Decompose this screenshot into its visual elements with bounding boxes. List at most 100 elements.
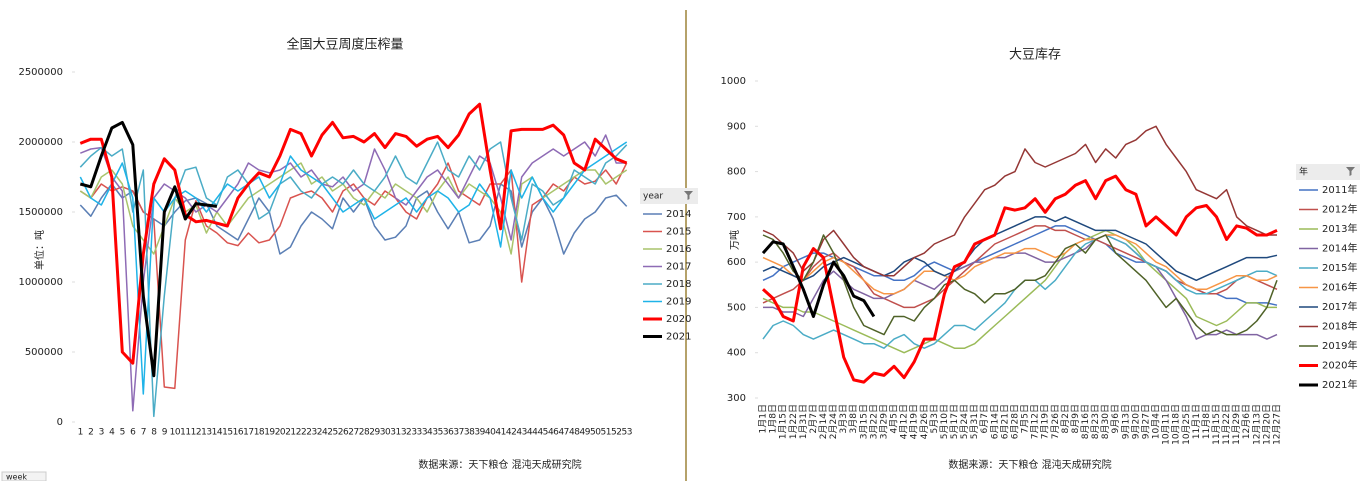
x-tick-label: 34 xyxy=(422,428,433,438)
x-tick-label: 23 xyxy=(306,428,316,438)
x-tick-label: 30 xyxy=(380,428,391,438)
x-tick-label: 11月29日 xyxy=(1231,404,1242,445)
x-tick-label: 2月24日 xyxy=(828,404,839,439)
x-tick-label: 12月6日 xyxy=(1241,404,1252,439)
y-axis-label: 万吨 xyxy=(728,230,741,250)
x-tick-label: 40 xyxy=(485,428,496,438)
y-tick-label: 1000 xyxy=(721,76,746,87)
x-tick-label: 5月31日 xyxy=(969,404,980,439)
x-tick-label: 6月21日 xyxy=(999,404,1010,439)
x-tick-label: 4月12日 xyxy=(899,404,910,439)
x-tick-label: 12月13日 xyxy=(1251,404,1262,445)
y-tick-label: 700 xyxy=(727,212,746,223)
x-tick-label: 15 xyxy=(222,428,232,438)
x-tick-label: 45 xyxy=(537,428,547,438)
x-tick-label: 10 xyxy=(170,428,181,438)
x-tick-label: 52 xyxy=(611,428,621,438)
series-line xyxy=(79,141,628,418)
x-tick-label: 42 xyxy=(506,428,516,438)
x-tick-label: 6月14日 xyxy=(989,404,1000,439)
x-tick-label: 28 xyxy=(359,428,370,438)
source-note: 数据来源：天下粮仓 混沌天成研究院 xyxy=(948,458,1111,471)
y-tick-label: 500000 xyxy=(25,347,63,358)
x-tick-label: 12月27日 xyxy=(1271,404,1282,445)
x-tick-label: 27 xyxy=(348,428,358,438)
x-tick-label: 11月22日 xyxy=(1221,404,1232,445)
legend-label: 2016年 xyxy=(1322,281,1357,294)
x-tick-label: 51 xyxy=(600,428,610,438)
x-tick-label: 8月23日 xyxy=(1090,404,1101,439)
x-tick-label: 1月22日 xyxy=(788,404,799,439)
x-tick-label: 3月3日 xyxy=(838,404,849,433)
x-tick-label: 3月29日 xyxy=(878,404,889,439)
x-tick-label: 8 xyxy=(151,428,157,438)
x-tick-label: 10月4日 xyxy=(1151,404,1162,439)
series-line xyxy=(761,240,876,318)
x-tick-label: 11月1日 xyxy=(1191,404,1202,439)
series-line xyxy=(79,120,218,378)
x-tick-label: 4月5日 xyxy=(889,404,900,433)
x-tick-label: 11月8日 xyxy=(1201,404,1212,439)
x-tick-label: 5月3日 xyxy=(929,404,940,433)
series-line xyxy=(79,102,628,365)
x-tick-label: 48 xyxy=(569,428,580,438)
x-tick-label: 17 xyxy=(243,428,253,438)
chart-title: 全国大豆周度压榨量 xyxy=(286,37,403,53)
x-tick-label: 16 xyxy=(233,428,244,438)
x-tick-label: 31 xyxy=(390,428,400,438)
legend-label: 2014 xyxy=(666,209,691,220)
y-tick-label: 300 xyxy=(727,393,746,404)
x-tick-label: 22 xyxy=(296,428,306,438)
filter-button[interactable]: week xyxy=(1,471,47,481)
filter-box[interactable] xyxy=(1,471,47,481)
legend-label: 2018年 xyxy=(1322,320,1357,333)
y-tick-label: 500 xyxy=(727,302,746,313)
x-tick-label: 3月15日 xyxy=(858,404,869,439)
legend-label: 2017 xyxy=(666,262,691,273)
legend-header xyxy=(1296,164,1360,180)
legend-label: 2015年 xyxy=(1322,261,1357,274)
x-tick-label: 3月22日 xyxy=(868,404,879,439)
legend: 年 2011年 2012年 2013年 2014年 2015年 2016年 2017年 2018… xyxy=(1296,164,1360,391)
source-note: 数据来源：天下粮仓 混沌天成研究院 xyxy=(418,458,581,471)
x-tick-label: 7月12日 xyxy=(1030,404,1041,439)
filter-label[interactable]: week xyxy=(6,473,27,481)
y-axis-label: 单位：吨 xyxy=(33,230,46,270)
x-tick-label: 33 xyxy=(411,428,421,438)
x-tick-label: 1月8日 xyxy=(768,404,779,433)
x-tick-label: 26 xyxy=(338,428,349,438)
x-tick-label: 35 xyxy=(432,428,442,438)
x-tick-label: 6月28日 xyxy=(1009,404,1020,439)
x-tick-label: 8月2日 xyxy=(1060,404,1071,433)
x-tick-label: 1月1日 xyxy=(758,404,769,433)
x-tick-label: 11月15日 xyxy=(1211,404,1222,445)
x-tick-label: 7 xyxy=(141,428,146,438)
x-tick-label: 13 xyxy=(201,428,211,438)
x-tick-label: 25 xyxy=(327,428,337,438)
series-line xyxy=(762,216,1278,282)
series-line xyxy=(79,162,628,390)
x-tick-label: 7月19日 xyxy=(1040,404,1051,439)
y-tick-label: 900 xyxy=(727,121,746,132)
x-tick-label: 14 xyxy=(212,428,223,438)
x-tick-label: 9月13日 xyxy=(1120,404,1131,439)
x-tick-label: 9月27日 xyxy=(1140,404,1151,439)
filter-icon xyxy=(684,191,693,200)
x-tick-label: 8月9日 xyxy=(1070,404,1081,433)
x-tick-label: 7月5日 xyxy=(1020,404,1031,433)
x-tick-label: 29 xyxy=(369,428,380,438)
x-tick-label: 41 xyxy=(495,428,505,438)
series-line xyxy=(762,234,1278,336)
legend-label: 2015 xyxy=(666,227,691,238)
x-tick-label: 1 xyxy=(78,428,83,438)
x-tick-label: 8月30日 xyxy=(1100,404,1111,439)
legend-label: 2020年 xyxy=(1322,359,1357,372)
legend-label: 2021年 xyxy=(1322,378,1357,391)
legend-label: 2012年 xyxy=(1322,203,1357,216)
x-tick-label: 21 xyxy=(285,428,295,438)
x-tick-label: 9 xyxy=(162,428,168,438)
legend-label: 2014年 xyxy=(1322,242,1357,255)
y-tick-label: 2500000 xyxy=(18,67,63,78)
legend-label: 2019年 xyxy=(1322,339,1357,352)
